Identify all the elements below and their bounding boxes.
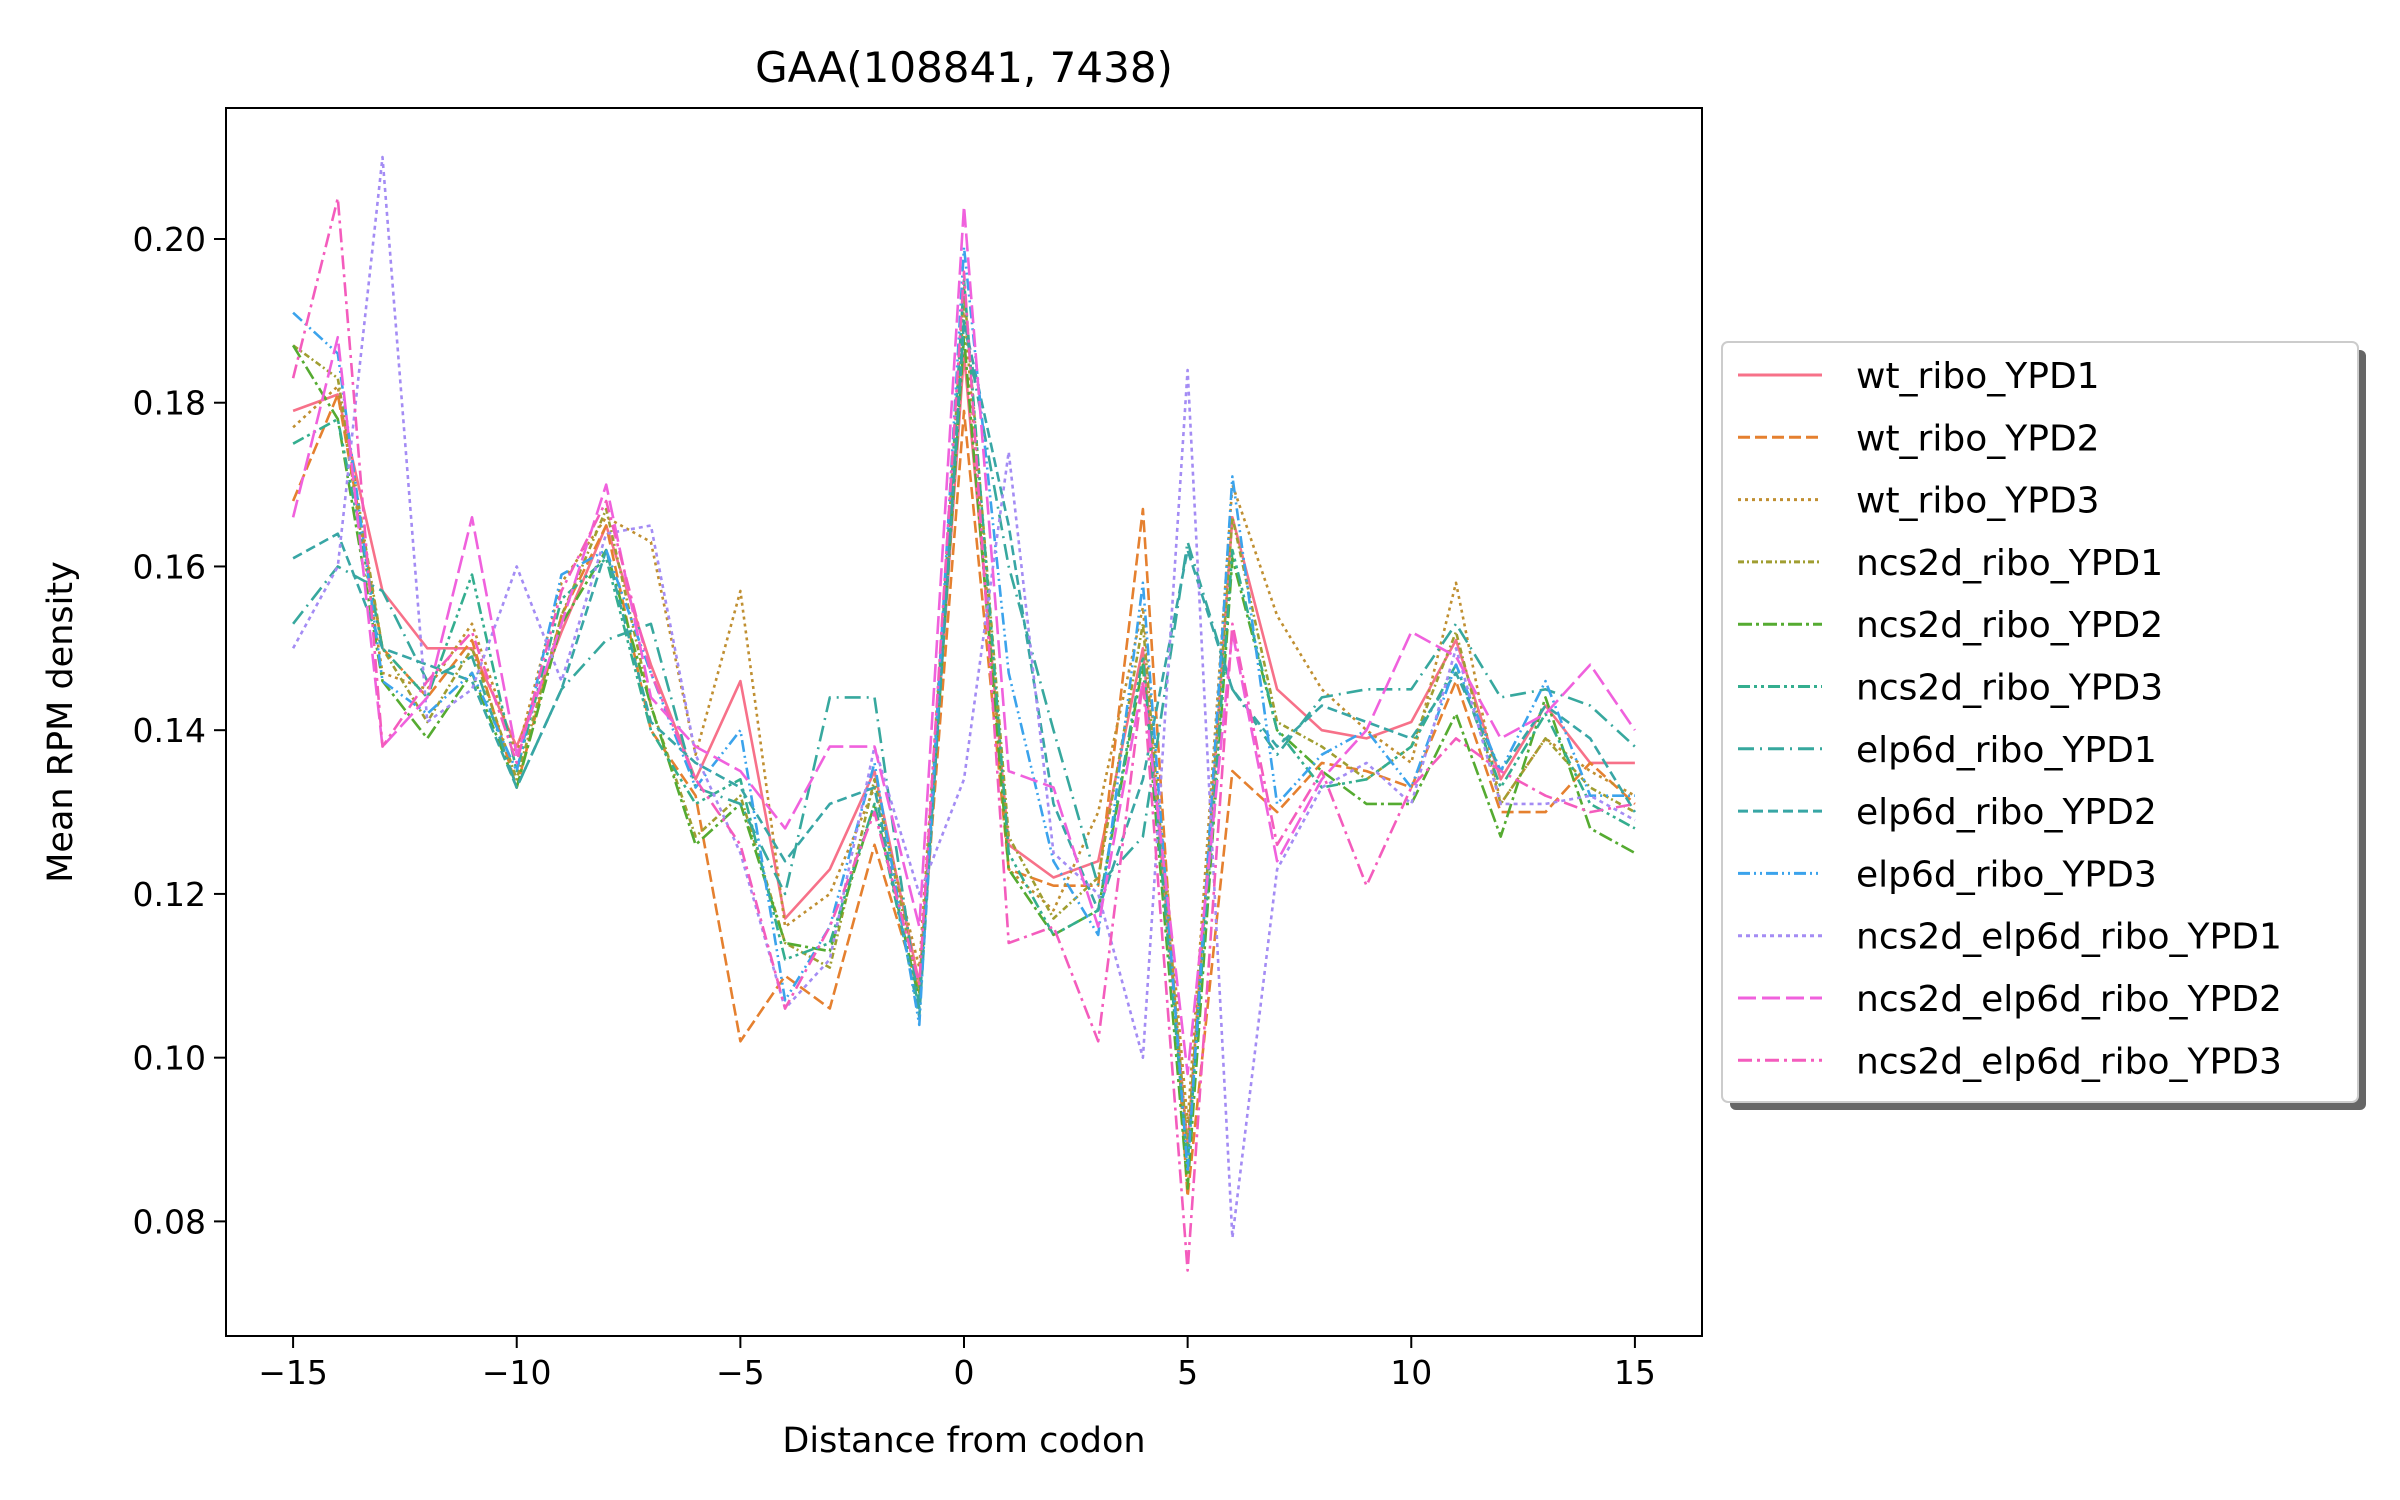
legend-label: ncs2d_ribo_YPD3 xyxy=(1856,668,2163,709)
legend-label: ncs2d_ribo_YPD1 xyxy=(1856,543,2163,584)
x-tick-label: −10 xyxy=(482,1353,552,1392)
y-tick-label: 0.16 xyxy=(133,547,206,586)
y-axis-title: Mean RPM density xyxy=(41,561,81,883)
y-axis: 0.08 0.10 0.12 0.14 0.16 0.18 0.20 xyxy=(133,220,226,1241)
legend-label: ncs2d_elp6d_ribo_YPD1 xyxy=(1856,917,2282,958)
legend-label: ncs2d_elp6d_ribo_YPD3 xyxy=(1856,1041,2282,1082)
legend-label: elp6d_ribo_YPD3 xyxy=(1856,854,2157,895)
x-axis-title: Distance from codon xyxy=(782,1421,1145,1461)
y-tick-label: 0.10 xyxy=(133,1039,206,1078)
series-line-10 xyxy=(291,155,1636,1240)
y-tick-label: 0.14 xyxy=(133,711,206,750)
series-line-12 xyxy=(291,196,1636,1272)
y-tick-label: 0.12 xyxy=(133,875,206,914)
legend-label: elp6d_ribo_YPD2 xyxy=(1856,792,2157,833)
legend-label: ncs2d_ribo_YPD2 xyxy=(1856,605,2163,646)
x-tick-label: −5 xyxy=(716,1353,765,1392)
y-tick-label: 0.08 xyxy=(133,1202,206,1241)
x-axis: −15 −10 −5 0 5 10 15 xyxy=(258,1336,1656,1392)
y-tick-label: 0.20 xyxy=(133,220,206,259)
legend-box xyxy=(1721,341,2359,1103)
legend-items: wt_ribo_YPD1 wt_ribo_YPD2 wt_ribo_YPD3 ncs2… xyxy=(1738,356,2282,1082)
series-line-1 xyxy=(292,352,1635,1149)
x-tick-label: 0 xyxy=(954,1353,975,1392)
plot-lines xyxy=(291,155,1637,1272)
legend-label: ncs2d_elp6d_ribo_YPD2 xyxy=(1856,979,2282,1020)
chart-title: GAA(108841, 7438) xyxy=(755,43,1173,92)
legend: wt_ribo_YPD1 wt_ribo_YPD2 wt_ribo_YPD3 ncs2… xyxy=(1721,341,2366,1110)
legend-label: wt_ribo_YPD3 xyxy=(1856,481,2100,522)
series-line-11 xyxy=(291,204,1636,1076)
x-tick-label: 5 xyxy=(1177,1353,1198,1392)
legend-label: elp6d_ribo_YPD1 xyxy=(1856,730,2157,771)
x-tick-label: −15 xyxy=(258,1353,328,1392)
y-tick-label: 0.18 xyxy=(133,384,206,423)
series-line-8 xyxy=(292,319,1637,1019)
legend-label: wt_ribo_YPD1 xyxy=(1856,356,2100,397)
x-tick-label: 10 xyxy=(1390,1353,1432,1392)
legend-label: wt_ribo_YPD2 xyxy=(1856,418,2100,459)
x-tick-label: 15 xyxy=(1614,1353,1656,1392)
